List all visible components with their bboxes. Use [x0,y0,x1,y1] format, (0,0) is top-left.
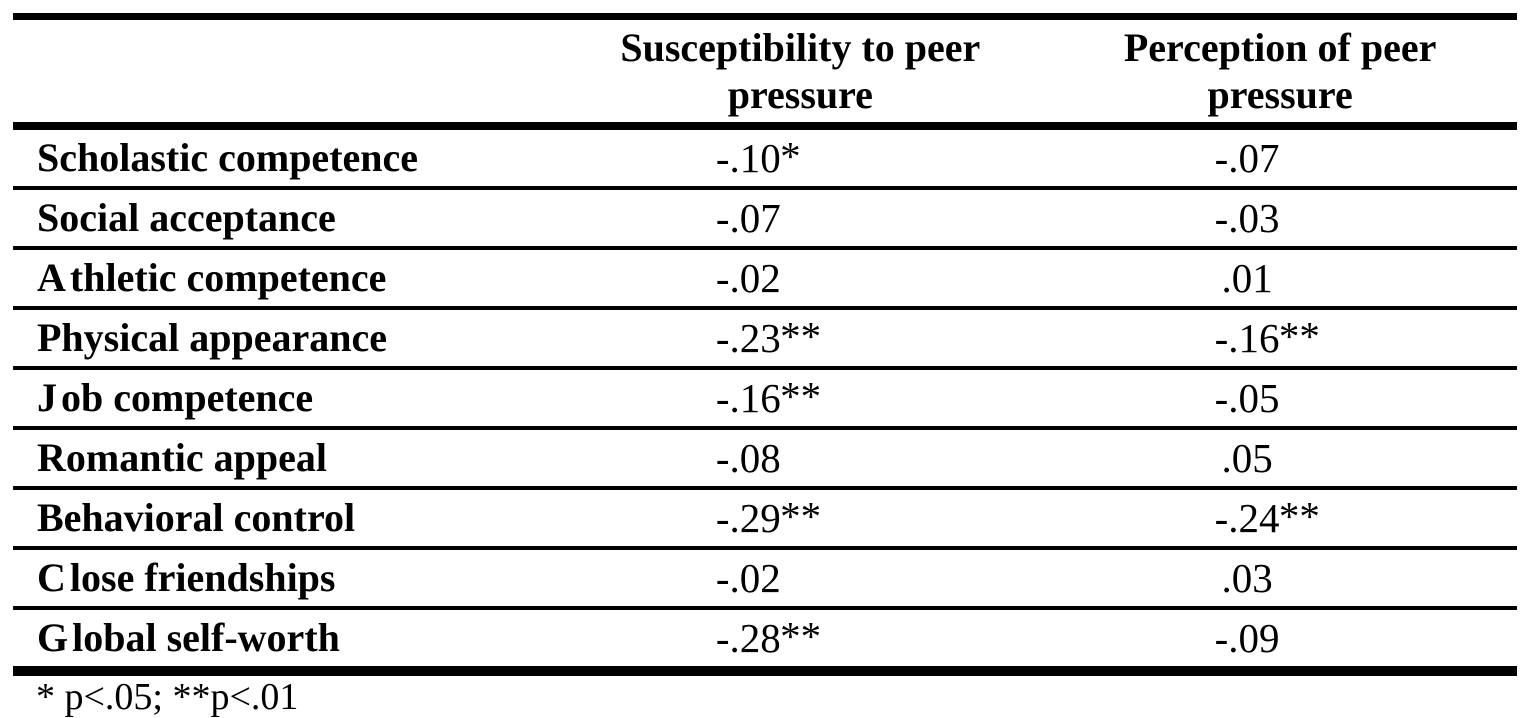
correlation-value: .05 [1221,434,1272,482]
value-text: -.23 [715,315,781,361]
value-text: -.02 [715,555,781,601]
value-text: -.29 [715,495,781,541]
row-label: Scholastic competence [37,135,419,180]
header-line: Susceptibility to peer [620,25,981,70]
significance-stars: ** [780,493,822,539]
significance-stars: ** [780,313,822,359]
susceptibility-value-cell: -.07 [557,186,1044,248]
susceptibility-value-cell: -.02 [557,246,1044,308]
row-label-cell: Scholastic competence [13,124,558,188]
correlation-value: -.10 * [715,133,801,182]
value-text: -.10 [715,135,781,181]
row-label-cell: Global self-worth [13,606,558,671]
correlation-value: -.28 ** [715,613,821,662]
row-label-cell: Job competence [13,366,558,428]
header-row: Susceptibility to peer pressure Percepti… [13,16,1517,130]
correlation-value: -.05 [1215,374,1280,422]
value-text: -.24 [1214,495,1280,541]
susceptibility-value-cell: -.16 ** [557,366,1044,428]
row-label: Athletic competence [37,255,387,300]
table-row: Behavioral control -.29 ** -.24 ** [13,486,1517,548]
value-text: -.07 [715,195,781,241]
perception-value-cell: .03 [1043,546,1517,608]
row-label-cell: Athletic competence [13,246,558,308]
header-susceptibility: Susceptibility to peer pressure [557,16,1044,130]
perception-value-cell: -.07 [1043,124,1517,188]
correlation-value: .03 [1221,554,1272,602]
susceptibility-value-cell: -.29 ** [557,486,1044,548]
row-label: Close friendships [37,555,336,600]
perception-value-cell: -.16 ** [1043,306,1517,368]
value-text: .05 [1221,435,1273,481]
value-text: -.08 [715,435,781,481]
significance-stars: * [780,133,801,179]
susceptibility-value-cell: -.02 [557,546,1044,608]
row-label-cell: Physical appearance [13,306,558,368]
correlation-value: -.08 [716,434,781,482]
susceptibility-value-cell: -.10 * [557,124,1044,188]
perception-value-cell: .01 [1043,246,1517,308]
correlation-value: .01 [1221,254,1272,302]
header-perception: Perception of peer pressure [1043,16,1517,130]
document-page: Susceptibility to peer pressure Percepti… [13,13,1517,716]
correlation-value: -.02 [716,254,781,302]
header-line: Perception of peer [1123,25,1437,70]
table-row: Job competence -.16 ** -.05 [13,366,1517,428]
row-label-cell: Social acceptance [13,186,558,248]
value-text: -.09 [1214,615,1280,661]
significance-stars: ** [780,373,822,419]
susceptibility-value-cell: -.28 ** [557,606,1044,671]
row-label: Physical appearance [37,315,387,360]
value-text: .03 [1221,555,1273,601]
value-text: -.02 [715,255,781,301]
value-text: -.03 [1214,195,1280,241]
row-label-cell: Behavioral control [13,486,558,548]
correlation-value: -.03 [1215,194,1280,242]
significance-stars: ** [1278,313,1320,359]
value-text: -.16 [715,375,781,421]
correlation-table: Susceptibility to peer pressure Percepti… [13,13,1517,676]
correlation-value: -.24 ** [1214,493,1320,542]
table-row: Scholastic competence -.10 * -.07 [13,124,1517,188]
value-text: -.16 [1214,315,1280,361]
correlation-value: -.07 [716,194,781,242]
value-text: -.07 [1214,135,1280,181]
perception-value-cell: -.09 [1043,606,1517,671]
significance-stars: ** [780,613,822,659]
perception-value-cell: -.24 ** [1043,486,1517,548]
table-row: Close friendships -.02 .03 [13,546,1517,608]
value-text: -.28 [715,615,781,661]
header-empty-cell [13,16,558,130]
table-row: Physical appearance -.23 ** -.16 ** [13,306,1517,368]
header-line: pressure [727,72,873,117]
header-line: pressure [1207,72,1353,117]
row-label: Social acceptance [37,195,336,240]
table-row: Social acceptance -.07 -.03 [13,186,1517,248]
value-text: .01 [1221,255,1273,301]
table-row: Global self-worth -.28 ** -.09 [13,606,1517,671]
susceptibility-value-cell: -.23 ** [557,306,1044,368]
row-label: Job competence [37,375,314,420]
correlation-value: -.02 [716,554,781,602]
significance-footnote: * p<.05; **p<.01 [36,676,299,718]
perception-value-cell: .05 [1043,426,1517,488]
row-label: Behavioral control [37,495,356,540]
correlation-value: -.29 ** [715,493,821,542]
correlation-value: -.16 ** [715,373,821,422]
correlation-value: -.16 ** [1214,313,1320,362]
correlation-value: -.23 ** [715,313,821,362]
significance-stars: ** [1278,493,1320,539]
susceptibility-value-cell: -.08 [557,426,1044,488]
perception-value-cell: -.05 [1043,366,1517,428]
perception-value-cell: -.03 [1043,186,1517,248]
row-label-cell: Close friendships [13,546,558,608]
table-row: Athletic competence -.02 .01 [13,246,1517,308]
row-label: Global self-worth [37,615,340,660]
row-label-cell: Romantic appeal [13,426,558,488]
table-row: Romantic appeal -.08 .05 [13,426,1517,488]
correlation-value: -.09 [1215,614,1280,662]
row-label: Romantic appeal [37,435,327,480]
value-text: -.05 [1214,375,1280,421]
correlation-value: -.07 [1215,134,1280,182]
